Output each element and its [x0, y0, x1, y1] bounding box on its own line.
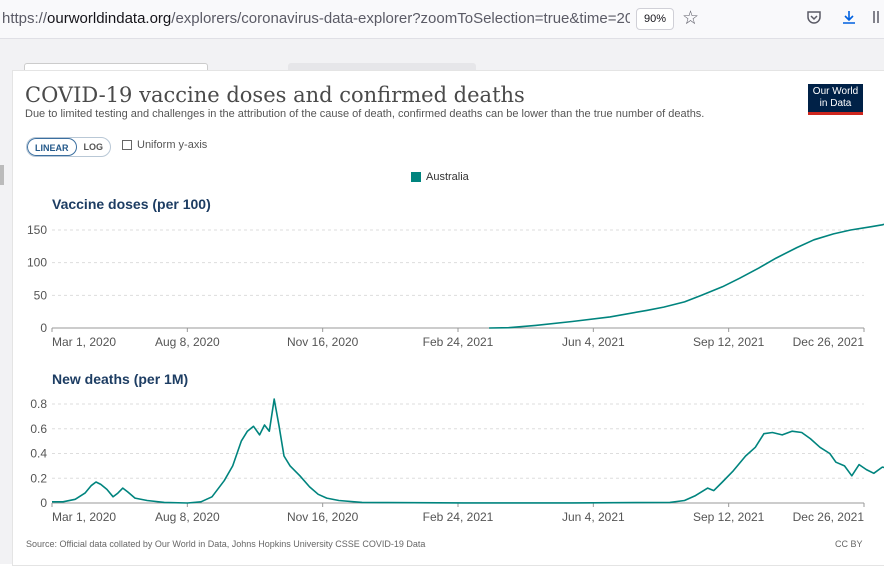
sidebar-scrollbar[interactable]: [0, 165, 4, 185]
download-icon[interactable]: [841, 9, 857, 30]
legend-label-australia[interactable]: Australia: [426, 171, 469, 183]
vaccine-doses-panel: Vaccine doses (per 100) 0 50 100 150 Mar 1, 2…: [27, 196, 884, 349]
chart-card: [12, 70, 884, 566]
x-tick-label: Mar 1, 2020: [52, 335, 116, 349]
pocket-icon[interactable]: [806, 9, 822, 30]
y-tick-label: 100: [27, 256, 47, 270]
series-line-australia[interactable]: [489, 222, 884, 329]
owid-logo[interactable]: Our World in Data: [808, 84, 863, 115]
panel-title: Vaccine doses (per 100): [52, 196, 211, 212]
x-tick-label: Aug 8, 2020: [155, 335, 220, 349]
uniform-y-axis-label: Uniform y-axis: [137, 139, 208, 151]
legend-swatch-australia: [411, 172, 421, 182]
y-tick-label: 0.6: [30, 422, 47, 436]
x-tick-label: Mar 1, 2020: [52, 510, 116, 524]
linear-scale-button[interactable]: LINEAR: [27, 138, 77, 156]
x-tick-label: Sep 12, 2021: [693, 510, 765, 524]
zoom-level-button[interactable]: 90%: [636, 8, 674, 30]
x-tick-label: Jun 4, 2021: [562, 335, 625, 349]
x-tick-label: Sep 12, 2021: [693, 335, 765, 349]
x-tick-label: Dec 26, 2021: [793, 510, 865, 524]
x-tick-label: Jun 4, 2021: [562, 510, 625, 524]
license-link[interactable]: CC BY: [835, 539, 863, 549]
url-host: ourworldindata.org: [47, 10, 172, 27]
y-tick-label: 0.4: [30, 447, 47, 461]
scale-toggle: LINEAR LOG: [26, 137, 111, 157]
address-bar[interactable]: https://ourworldindata.org/explorers/cor…: [2, 10, 630, 27]
panel-title: New deaths (per 1M): [52, 371, 188, 387]
new-deaths-panel: New deaths (per 1M) 0 0.2 0.4 0.6 0.8 Mar 1, 2…: [30, 371, 884, 524]
browser-toolbar: https://ourworldindata.org/explorers/cor…: [0, 0, 884, 39]
chart-subtitle: Due to limited testing and challenges in…: [25, 108, 705, 120]
x-tick-label: Aug 8, 2020: [155, 510, 220, 524]
library-icon[interactable]: [872, 9, 884, 30]
y-tick-label: 50: [34, 288, 48, 302]
source-note: Source: Official data collated by Our Wo…: [26, 539, 426, 549]
series-line-australia[interactable]: [52, 398, 884, 504]
y-tick-label: 150: [27, 223, 47, 237]
log-scale-button[interactable]: LOG: [83, 142, 104, 152]
url-prefix: https://: [2, 10, 48, 27]
uniform-y-axis-checkbox[interactable]: Uniform y-axis: [122, 139, 207, 151]
x-tick-label: Dec 26, 2021: [793, 335, 865, 349]
y-tick-label: 0.8: [30, 397, 47, 411]
x-tick-label: Feb 24, 2021: [423, 335, 494, 349]
chart-title: COVID-19 vaccine doses and confirmed dea…: [25, 83, 525, 107]
url-path: /explorers/coronavirus-data-explorer?zoo…: [171, 10, 630, 27]
checkbox-icon: [122, 140, 132, 150]
star-icon[interactable]: ☆: [682, 8, 700, 29]
y-tick-label: 0.2: [30, 471, 47, 485]
x-tick-label: Feb 24, 2021: [423, 510, 494, 524]
y-tick-label: 0: [40, 321, 47, 335]
legend: Australia: [411, 171, 469, 183]
x-tick-label: Nov 16, 2020: [287, 510, 359, 524]
y-tick-label: 0: [40, 496, 47, 510]
x-tick-label: Nov 16, 2020: [287, 335, 359, 349]
